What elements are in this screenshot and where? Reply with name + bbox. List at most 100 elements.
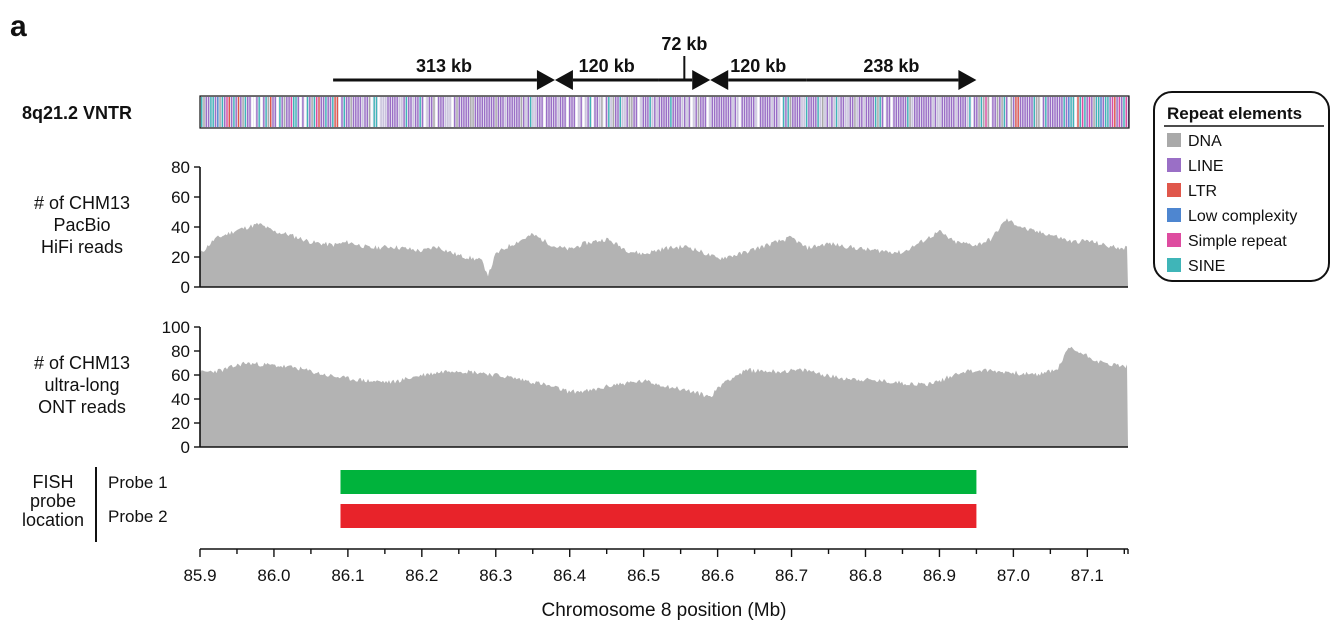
y-tick-label: 20 bbox=[171, 248, 190, 267]
repeat-stripe bbox=[1052, 97, 1054, 127]
fish-title: location bbox=[22, 510, 84, 530]
y-axis-label: HiFi reads bbox=[41, 237, 123, 257]
repeat-stripe bbox=[978, 97, 980, 127]
x-tick-label: 86.3 bbox=[479, 566, 512, 585]
repeat-stripe bbox=[794, 97, 796, 127]
repeat-stripe bbox=[762, 97, 764, 127]
repeat-stripe bbox=[667, 97, 670, 127]
repeat-stripe bbox=[210, 97, 212, 127]
legend-swatch bbox=[1167, 158, 1181, 172]
repeat-stripe bbox=[649, 97, 651, 127]
repeat-stripe bbox=[431, 97, 433, 127]
repeat-stripe bbox=[219, 97, 221, 127]
segment-arrow-3: 72 kb bbox=[658, 34, 711, 90]
legend-item-label: LINE bbox=[1188, 158, 1224, 175]
repeat-stripe bbox=[684, 97, 686, 127]
repeat-stripe bbox=[596, 97, 598, 127]
repeat-stripe bbox=[1047, 97, 1049, 127]
repeat-stripe bbox=[1063, 97, 1065, 127]
segment-arrow-2: 120 kb bbox=[554, 56, 659, 90]
legend-swatch bbox=[1167, 183, 1181, 197]
repeat-stripe bbox=[366, 97, 368, 127]
repeat-stripe bbox=[474, 97, 477, 127]
repeat-stripe bbox=[1107, 97, 1109, 127]
segment-label: 120 kb bbox=[579, 56, 635, 76]
repeat-stripe bbox=[295, 97, 297, 127]
repeat-stripe bbox=[1006, 97, 1008, 127]
repeat-stripe bbox=[228, 97, 230, 127]
repeat-stripe bbox=[332, 97, 334, 127]
repeat-stripe bbox=[325, 97, 327, 127]
repeat-stripe bbox=[387, 97, 389, 127]
y-tick-label: 60 bbox=[171, 188, 190, 207]
repeat-stripe bbox=[279, 97, 281, 127]
y-tick-label: 0 bbox=[181, 438, 190, 457]
repeat-stripe bbox=[214, 97, 217, 127]
repeat-stripe bbox=[594, 97, 596, 127]
repeat-stripe bbox=[550, 97, 552, 127]
repeat-stripe bbox=[1024, 97, 1026, 127]
repeat-stripe bbox=[449, 97, 451, 127]
repeat-stripe bbox=[713, 97, 716, 127]
repeat-stripe bbox=[391, 97, 394, 127]
repeat-stripe bbox=[329, 97, 332, 127]
legend-item: Simple repeat bbox=[1167, 233, 1287, 250]
repeat-stripe bbox=[677, 97, 679, 127]
repeat-stripe bbox=[973, 97, 976, 127]
repeat-stripe bbox=[357, 97, 359, 127]
repeat-stripe bbox=[1088, 97, 1091, 127]
y-tick-label: 40 bbox=[171, 390, 190, 409]
repeat-stripe bbox=[226, 97, 228, 127]
repeat-stripe bbox=[900, 97, 902, 127]
repeat-stripe bbox=[902, 97, 904, 127]
repeat-stripe bbox=[293, 97, 295, 127]
repeat-stripe bbox=[888, 97, 891, 127]
repeat-stripe bbox=[773, 97, 776, 127]
repeat-stripe bbox=[286, 97, 288, 127]
repeat-stripe bbox=[805, 97, 808, 127]
repeat-stripe bbox=[504, 97, 506, 127]
y-axis-label: ONT reads bbox=[38, 397, 126, 417]
repeat-stripe bbox=[201, 97, 203, 127]
repeat-stripe bbox=[582, 97, 585, 127]
repeat-stripe bbox=[421, 97, 424, 127]
legend-item-label: SINE bbox=[1188, 258, 1225, 275]
repeat-stripe bbox=[723, 97, 725, 127]
x-tick-label: 86.0 bbox=[257, 566, 290, 585]
repeat-stripe bbox=[403, 97, 405, 127]
repeat-stripe bbox=[297, 97, 299, 127]
segment-label: 120 kb bbox=[730, 56, 786, 76]
repeat-stripe bbox=[693, 97, 695, 127]
repeat-stripe bbox=[934, 97, 937, 127]
repeat-stripe bbox=[283, 97, 286, 127]
repeat-stripe bbox=[348, 97, 350, 127]
x-tick-label: 86.4 bbox=[553, 566, 586, 585]
repeat-stripe bbox=[371, 97, 373, 127]
repeat-stripe bbox=[467, 97, 470, 127]
y-tick-label: 80 bbox=[171, 158, 190, 177]
repeat-stripe bbox=[697, 97, 700, 127]
repeat-stripe bbox=[835, 97, 838, 127]
repeat-stripe bbox=[849, 97, 851, 127]
repeat-stripe bbox=[539, 97, 541, 127]
legend-item: Low complexity bbox=[1167, 208, 1297, 225]
legend-item: DNA bbox=[1167, 133, 1222, 150]
repeat-stripe bbox=[527, 97, 529, 127]
repeat-stripe bbox=[624, 97, 626, 127]
repeat-stripe bbox=[1114, 97, 1116, 127]
repeat-stripe bbox=[750, 97, 753, 127]
arrow-head bbox=[958, 70, 977, 90]
repeat-stripe bbox=[1091, 97, 1093, 127]
repeat-stripe bbox=[670, 97, 672, 127]
repeat-stripe bbox=[854, 97, 856, 127]
repeat-stripe bbox=[359, 97, 362, 127]
repeat-stripe bbox=[1038, 97, 1040, 127]
repeat-stripe bbox=[1116, 97, 1118, 127]
repeat-stripe bbox=[318, 97, 320, 127]
repeat-stripe bbox=[957, 97, 960, 127]
repeat-stripe bbox=[424, 97, 426, 127]
repeat-stripe bbox=[858, 97, 861, 127]
repeat-stripe bbox=[350, 97, 352, 127]
repeat-stripe bbox=[543, 97, 546, 127]
